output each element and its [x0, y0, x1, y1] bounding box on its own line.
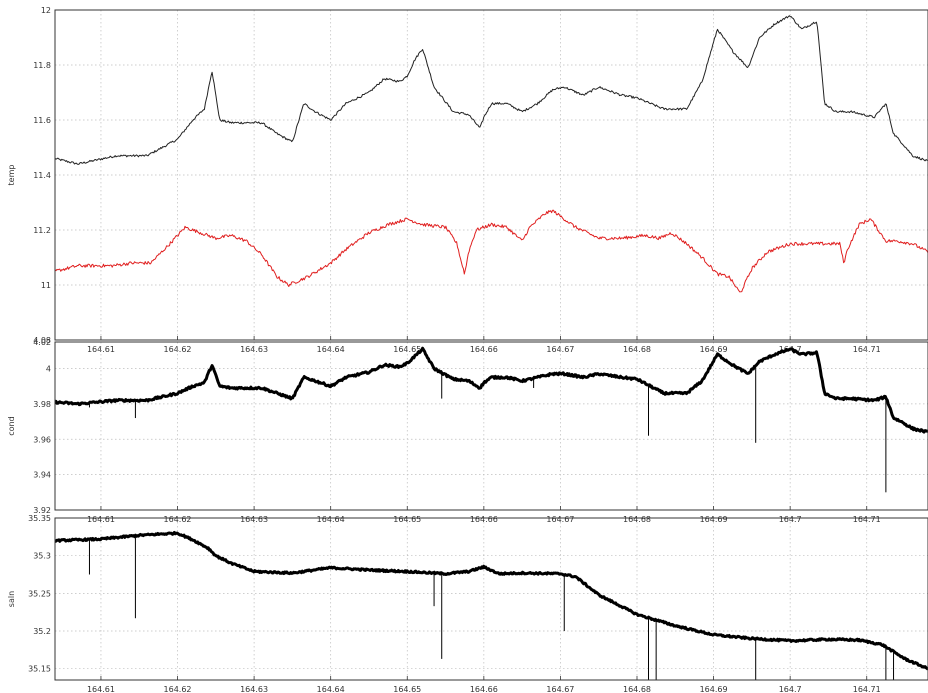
y-tick-label: 11.8: [33, 61, 51, 70]
series-line: [54, 346, 928, 434]
y-tick-label: 3.98: [33, 400, 51, 409]
y-tick-label: 35.25: [28, 589, 51, 598]
y-tick-label: 11.2: [33, 226, 51, 235]
x-tick-label: 164.62: [164, 345, 192, 354]
y-tick-label: 4.02: [33, 338, 51, 347]
temp-panel: 164.61 164.62 164.63 164.64 164.65 164.66 164.…: [7, 6, 928, 354]
series-line: [54, 530, 928, 671]
x-tick-label: 164.71: [853, 345, 881, 354]
axes-frame: [54, 9, 928, 341]
x-tick-label: 164.69: [700, 345, 728, 354]
y-axis-label: temp: [7, 165, 16, 186]
series-line: [54, 15, 928, 165]
y-tick-label: 4.08: [33, 336, 51, 345]
x-tick-label: 164.64: [317, 345, 345, 354]
y-axis-label: cond: [7, 416, 16, 435]
saln-panel: 164.61 164.62 164.63 164.64 164.65 164.66 164.…: [7, 514, 928, 693]
x-tick-label: 164.64: [317, 685, 345, 693]
x-tick-label: 164.65: [393, 345, 421, 354]
axes-frame: [54, 517, 928, 681]
y-tick-label: 35.35: [28, 514, 51, 523]
y-tick-label: 11: [41, 281, 51, 290]
series-line: [54, 209, 928, 293]
x-tick-label: 164.62: [164, 685, 192, 693]
y-tick-label: 35.3: [33, 552, 51, 561]
y-tick-label: 3.96: [33, 435, 51, 444]
x-tick-label: 164.68: [623, 685, 651, 693]
y-tick-label: 11.4: [33, 171, 51, 180]
y-tick-label: 3.94: [33, 471, 51, 480]
y-tick-label: 4: [46, 365, 51, 374]
y-axis-label: saln: [7, 591, 16, 607]
x-tick-label: 164.63: [240, 345, 268, 354]
x-tick-label: 164.67: [546, 345, 574, 354]
y-tick-label: 12: [41, 6, 51, 15]
axes-frame: [54, 341, 928, 511]
x-tick-label: 164.69: [700, 685, 728, 693]
y-tick-label: 11.6: [33, 116, 51, 125]
x-tick-label: 164.71: [853, 685, 881, 693]
x-tick-label: 164.66: [470, 345, 498, 354]
y-tick-label: 35.2: [33, 627, 51, 636]
x-tick-label: 164.67: [546, 685, 574, 693]
x-tick-label: 164.66: [470, 685, 498, 693]
x-tick-label: 164.7: [779, 685, 802, 693]
x-tick-label: 164.68: [623, 345, 651, 354]
y-tick-label: 3.92: [33, 506, 51, 515]
y-tick-label: 35.15: [28, 665, 51, 674]
x-tick-label: 164.65: [393, 685, 421, 693]
x-tick-label: 164.63: [240, 685, 268, 693]
x-tick-label: 164.61: [87, 685, 115, 693]
x-tick-label: 164.61: [87, 345, 115, 354]
cond-panel: 164.61 164.62 164.63 164.64 164.65 164.66 164.…: [7, 338, 928, 524]
